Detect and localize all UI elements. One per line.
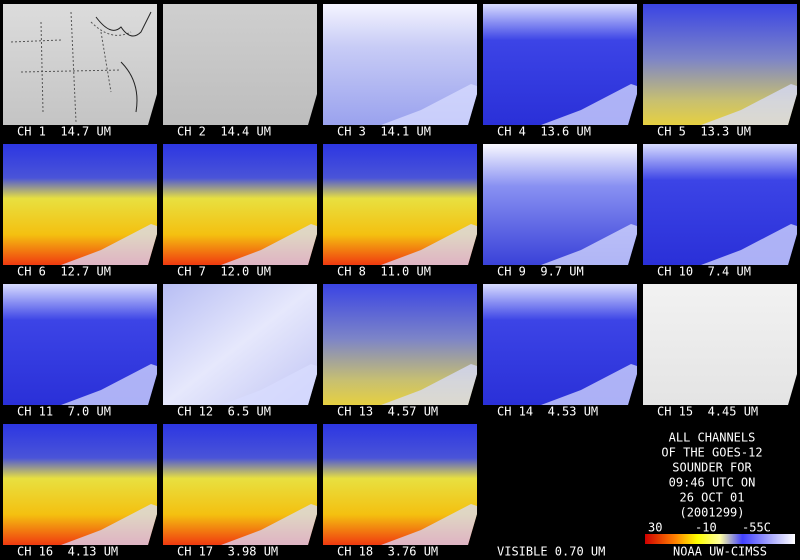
panel-image (3, 424, 157, 545)
channel-label: CH 4 13.6 UM (497, 125, 591, 139)
panel-image (163, 4, 317, 125)
channel-label: CH 1 14.7 UM (17, 125, 111, 139)
panel-image (163, 144, 317, 265)
land-texture (381, 364, 477, 405)
panel: CH 5 13.3 UM (643, 4, 797, 139)
panel: VISIBLE 0.70 UM (497, 545, 605, 559)
panel-image (643, 284, 797, 405)
land-texture (541, 364, 637, 405)
land-texture (381, 84, 477, 125)
channel-label: CH 11 7.0 UM (17, 405, 111, 419)
panel: CH 13 4.57 UM (323, 284, 477, 419)
panel-image (3, 284, 157, 405)
caption-line: 09:46 UTC ON (669, 476, 756, 490)
panel: CH 9 9.7 UM (483, 144, 637, 279)
panel-image (483, 4, 637, 125)
panel-image (483, 284, 637, 405)
land-texture (381, 504, 477, 545)
credit: NOAA UW-CIMSS (673, 545, 767, 559)
panel: CH 4 13.6 UM (483, 4, 637, 139)
map-lines (10, 11, 132, 123)
caption-line: ALL CHANNELS (669, 431, 756, 445)
colorbar-label: 30 (648, 521, 662, 535)
land-texture (61, 224, 157, 265)
panel: CH 2 14.4 UM (163, 4, 317, 139)
land-texture (541, 84, 637, 125)
channel-label: CH 16 4.13 UM (17, 545, 118, 559)
coastline (95, 11, 152, 113)
land-texture (221, 224, 317, 265)
land-texture (221, 364, 317, 405)
channel-label: CH 8 11.0 UM (337, 265, 431, 279)
panel: CH 7 12.0 UM (163, 144, 317, 279)
panel-image (3, 4, 157, 125)
land-texture (221, 504, 317, 545)
panel: CH 3 14.1 UM (323, 4, 477, 139)
channel-label: CH 17 3.98 UM (177, 545, 278, 559)
channel-label: CH 7 12.0 UM (177, 265, 271, 279)
colorbar-label: -10 (695, 521, 717, 535)
land-texture (701, 84, 797, 125)
panel-image (323, 284, 477, 405)
land-texture (381, 224, 477, 265)
colorbar (645, 534, 795, 544)
channel-label: CH 12 6.5 UM (177, 405, 271, 419)
panel-image (323, 144, 477, 265)
panel: CH 12 6.5 UM (163, 284, 317, 419)
panel: CH 8 11.0 UM (323, 144, 477, 279)
panel: CH 11 7.0 UM (3, 284, 157, 419)
panel: CH 17 3.98 UM (163, 424, 317, 559)
channel-label: CH 6 12.7 UM (17, 265, 111, 279)
caption-line: (2001299) (679, 506, 744, 520)
panel-image (483, 144, 637, 265)
panel-image (643, 144, 797, 265)
panel-image (323, 4, 477, 125)
channel-label: CH 13 4.57 UM (337, 405, 438, 419)
panel-image (323, 424, 477, 545)
channel-label: CH 18 3.76 UM (337, 545, 438, 559)
caption-line: 26 OCT 01 (679, 491, 744, 505)
panel: CH 14 4.53 UM (483, 284, 637, 419)
channel-label: CH 15 4.45 UM (657, 405, 758, 419)
channel-label: CH 5 13.3 UM (657, 125, 751, 139)
panel-image (643, 4, 797, 125)
channel-label: CH 10 7.4 UM (657, 265, 751, 279)
panel: CH 6 12.7 UM (3, 144, 157, 279)
panel: CH 10 7.4 UM (643, 144, 797, 279)
panel-image (163, 284, 317, 405)
land-texture (61, 364, 157, 405)
panel: CH 18 3.76 UM (323, 424, 477, 559)
land-texture (701, 224, 797, 265)
channel-label: CH 9 9.7 UM (497, 265, 584, 279)
channel-label: CH 2 14.4 UM (177, 125, 271, 139)
colorbar-label: -55C (742, 521, 771, 535)
panel-grid: CH 1 14.7 UM CH 2 14.4 UM CH 3 14.1 UM CH 4… (3, 4, 797, 559)
channel-label: CH 3 14.1 UM (337, 125, 431, 139)
panel: CH 16 4.13 UM (3, 424, 157, 559)
panel: CH 15 4.45 UM (643, 284, 797, 419)
caption-line: SOUNDER FOR (672, 461, 752, 475)
channel-label: VISIBLE 0.70 UM (497, 545, 605, 559)
land-texture (541, 224, 637, 265)
panel-image (3, 144, 157, 265)
channel-label: CH 14 4.53 UM (497, 405, 598, 419)
caption-line: OF THE GOES-12 (661, 446, 762, 460)
panel-image (163, 424, 317, 545)
land-texture (61, 504, 157, 545)
panel: CH 1 14.7 UM (3, 4, 157, 139)
